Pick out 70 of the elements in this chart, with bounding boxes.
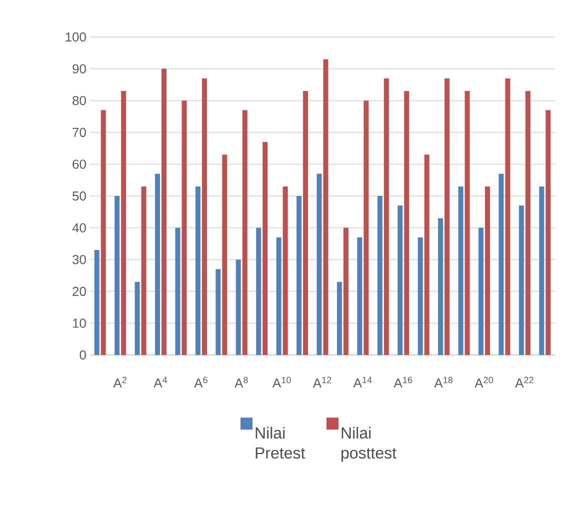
x-tick-label: A$^{2}$ [113,376,126,388]
y-tick-label: 80 [72,96,86,106]
x-tick-label: A$^{12}$ [312,376,332,388]
y-tick-label: 30 [72,254,86,264]
y-tick-label: 90 [72,64,86,74]
bar [175,228,180,355]
bar [296,196,302,355]
x-tick-label: A$^{16}$ [394,376,412,388]
bar [478,228,484,355]
bar [141,186,146,355]
y-tick-label: 50 [72,191,86,201]
bar [114,196,120,355]
legend-label: Nilai posttest [342,426,396,462]
bar [94,250,100,355]
y-tick-label: 70 [72,128,86,137]
bar [100,110,106,355]
bar [404,91,410,355]
bar [276,237,282,355]
bar [195,186,200,355]
x-tick-label: A$^{18}$ [434,376,453,388]
bar [377,196,382,355]
y-tick-label: 20 [72,286,86,296]
x-tick-label: A$^{20}$ [474,376,494,388]
bar [236,260,241,355]
bar [316,174,322,355]
bar [357,237,362,355]
bar [384,78,389,355]
bar [458,186,464,355]
bar [336,282,342,355]
x-tick-label: A$^{22}$ [515,376,534,388]
bar [505,78,510,355]
x-tick-label: A$^{6}$ [194,376,208,388]
bar [323,59,328,355]
bar [262,142,268,355]
bar [444,78,450,355]
bar [282,186,288,355]
bar [216,269,221,355]
bar [464,91,470,355]
bar [134,282,140,355]
legend-label: Nilai Pretest [256,426,306,459]
bar [438,218,444,355]
bar [518,206,524,355]
bar [121,91,126,355]
y-tick-label: 0 [80,350,86,360]
bar [182,100,187,355]
bar [222,154,228,355]
bar [242,110,248,355]
bar [364,100,369,355]
bar [202,78,207,355]
bar [256,228,262,355]
x-tick-label: A$^{14}$ [353,376,372,388]
bar [155,174,160,355]
bar [546,110,551,355]
bar [424,154,430,355]
x-tick-label: A$^{8}$ [234,376,248,388]
y-tick-label: 10 [73,318,86,328]
bar [398,206,403,355]
x-tick-label: A$^{10}$ [272,376,291,388]
x-tick-label: A$^{4}$ [154,376,168,388]
bar [343,228,348,355]
bar [525,91,530,355]
y-tick-label: 100 [66,32,86,42]
bar [162,68,167,355]
y-tick-label: 40 [72,223,86,232]
bar [418,237,423,355]
bar [539,186,544,355]
bar [498,174,504,355]
y-tick-label: 60 [72,160,86,169]
bar [484,186,490,355]
bar [303,91,308,355]
